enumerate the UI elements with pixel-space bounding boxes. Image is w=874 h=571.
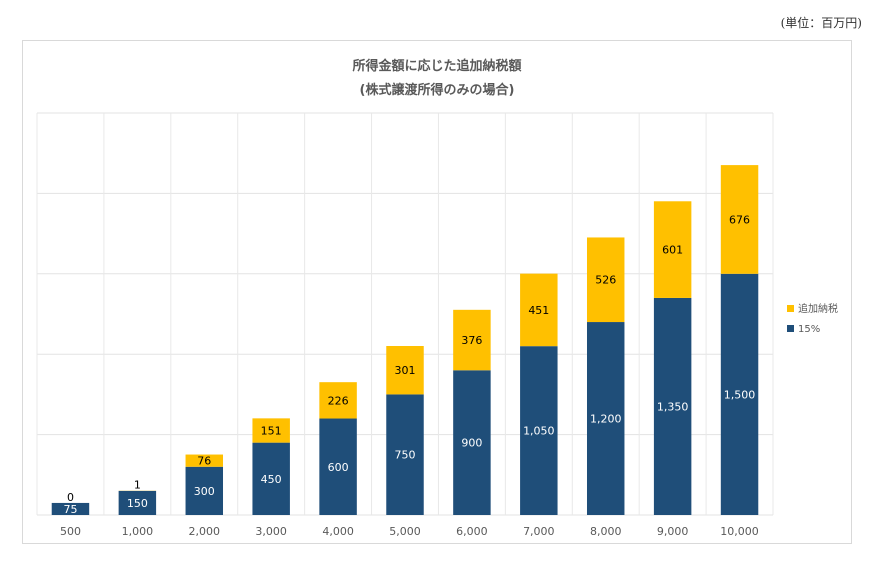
x-axis-tick-labels: 500 1,000 2,000 3,000 4,000 5,000 6,000 7,000 8,… <box>60 525 759 538</box>
data-label: 601 <box>662 244 683 257</box>
data-label: 150 <box>127 497 148 510</box>
bar-additional <box>586 237 625 323</box>
bar-base <box>319 418 357 515</box>
bar-additional <box>453 309 491 371</box>
data-label: 75 <box>63 503 77 516</box>
data-label: 0 <box>67 491 74 504</box>
x-tick-label: 3,000 <box>255 525 287 538</box>
bar-base <box>653 297 692 515</box>
vertical-gridlines <box>36 113 774 515</box>
legend-swatch <box>787 325 794 332</box>
legend-label: 15% <box>798 324 820 335</box>
chart-subtitle: (株式譲渡所得のみの場合) <box>359 83 515 98</box>
data-label: 600 <box>328 461 349 474</box>
data-label: 1,500 <box>724 388 756 401</box>
stacked-bar-chart: 750 150 1 300 76 450 151 600 226 750 301 900 376 1,05… <box>36 112 838 538</box>
x-tick-label: 2,000 <box>189 525 221 538</box>
bar-additional <box>252 418 290 443</box>
bar-base <box>520 346 558 515</box>
bar-additional <box>720 165 759 274</box>
x-tick-label: 6,000 <box>456 525 488 538</box>
x-tick-label: 10,000 <box>720 525 759 538</box>
chart-title: 所得金額に応じた追加納税額 <box>352 59 522 74</box>
bar-base <box>586 322 625 515</box>
data-label: 300 <box>194 485 215 498</box>
bar-base <box>118 490 157 515</box>
bar-additional <box>520 273 558 347</box>
data-label: 376 <box>461 334 482 347</box>
data-label: 1,200 <box>590 413 622 426</box>
x-tick-label: 1,000 <box>122 525 154 538</box>
bars: 750 150 1 300 76 450 151 600 226 750 301 900 376 1,05… <box>51 165 759 516</box>
data-label: 451 <box>528 304 549 317</box>
data-label: 676 <box>729 213 750 226</box>
legend-swatch <box>787 305 794 312</box>
bar-base <box>453 370 491 515</box>
bar-additional <box>319 382 357 419</box>
x-tick-label: 4,000 <box>322 525 354 538</box>
bar-base <box>720 273 759 515</box>
x-tick-label: 500 <box>60 525 81 538</box>
data-label: 750 <box>395 449 416 462</box>
data-label: 151 <box>261 424 282 437</box>
data-label: 526 <box>595 274 616 287</box>
data-label: 450 <box>261 473 282 486</box>
bar-additional <box>653 201 692 298</box>
data-label: 76 <box>197 455 211 468</box>
x-tick-label: 5,000 <box>389 525 421 538</box>
legend: 追加納税 15% <box>787 302 838 335</box>
bar-base <box>185 466 224 515</box>
bar-base <box>51 502 90 515</box>
bar-base <box>386 394 424 515</box>
unit-note: (単位：百万円) <box>780 16 862 30</box>
legend-label: 追加納税 <box>798 302 838 315</box>
bar-additional <box>386 345 424 395</box>
data-label: 1,350 <box>657 400 689 413</box>
chart-frame: 所得金額に応じた追加納税額 (株式譲渡所得のみの場合) 75 0 150 1 300 76… <box>22 40 852 544</box>
data-label: 1,050 <box>523 425 555 438</box>
data-label: 226 <box>328 394 349 407</box>
bar-additional <box>185 454 224 467</box>
data-label: 900 <box>461 437 482 450</box>
data-label: 301 <box>395 364 416 377</box>
data-label: 1 <box>134 479 141 492</box>
x-tick-label: 9,000 <box>657 525 689 538</box>
x-tick-label: 7,000 <box>523 525 555 538</box>
bar-base <box>252 442 290 515</box>
x-tick-label: 8,000 <box>590 525 622 538</box>
